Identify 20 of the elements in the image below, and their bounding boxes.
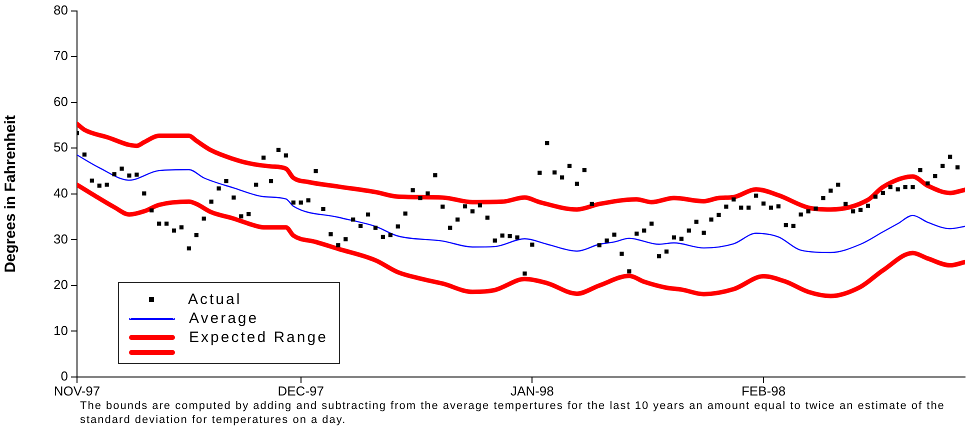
x-tick-label: NOV-97 <box>54 383 100 398</box>
y-tick-label: 0 <box>60 368 68 384</box>
text: The bounds are computed by adding and subtracting from the average tempertures for the last 10 years an amount equal to twice an estimate of the standard deviation for temperatures on a day. <box>80 399 946 427</box>
legend-label: Actual <box>188 291 242 308</box>
x-tick-label: JAN-98 <box>510 383 554 398</box>
line-series <box>77 122 965 212</box>
line-series <box>77 154 965 254</box>
y-tick-label: 70 <box>54 48 68 64</box>
y-tick-label: 20 <box>54 277 68 292</box>
x-tick-label: FEB-98 <box>741 383 786 398</box>
y-axis-title: Degrees in Fahrenheit <box>2 115 20 273</box>
y-tick-label: 80 <box>54 2 68 18</box>
x-tick-label: DEC-97 <box>278 383 324 398</box>
legend-label: Average <box>189 310 259 327</box>
y-tick-label: 40 <box>54 185 68 200</box>
y-tick-label: 60 <box>54 94 68 109</box>
y-tick-label: 30 <box>54 231 68 246</box>
legend-label: Expected Range <box>189 329 328 346</box>
y-tick-label: 10 <box>54 322 68 338</box>
y-tick-label: 50 <box>54 140 68 155</box>
